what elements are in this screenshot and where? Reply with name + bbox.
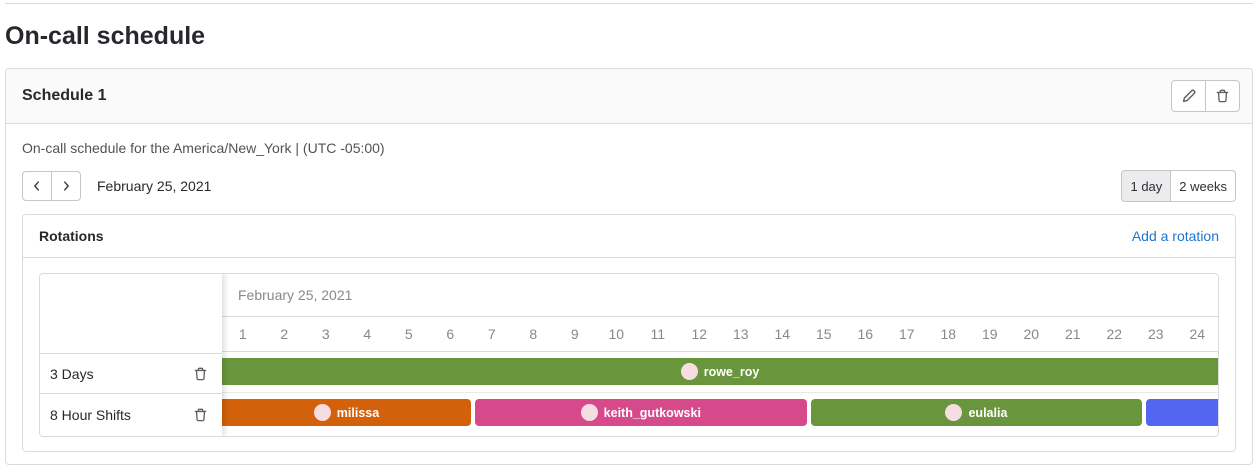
hour-tick-label: 4: [363, 326, 372, 342]
hour-tick-label: 14: [774, 326, 791, 342]
assignee-name: eulalia: [968, 405, 1008, 420]
shift-bar: milissa: [222, 399, 471, 426]
schedule-description: On-call schedule for the America/New_Yor…: [22, 140, 385, 156]
assignee-avatar: [680, 363, 698, 380]
rotation-timeline-row: rowe_roy: [222, 352, 1218, 392]
schedule-card: Schedule 1 On-call schedule for the Amer…: [5, 68, 1253, 465]
rotation-row-label: 8 Hour Shifts: [40, 393, 222, 436]
schedule-title: Schedule 1: [22, 87, 107, 104]
next-day-button[interactable]: [51, 171, 81, 201]
rotation-names-header-cell: [40, 274, 222, 353]
shift-bar: [1146, 399, 1218, 426]
hour-tick-label: 23: [1147, 326, 1164, 342]
date-nav-buttons: [22, 171, 81, 201]
hour-tick-label: 16: [857, 326, 874, 342]
hour-tick-label: 6: [446, 326, 455, 342]
schedule-card-body: On-call schedule for the America/New_Yor…: [6, 124, 1252, 464]
view-toggle: 1 day 2 weeks: [1121, 170, 1236, 202]
schedule-actions: [1171, 80, 1240, 112]
hour-tick-label: 11: [650, 326, 666, 342]
previous-day-button[interactable]: [22, 171, 52, 201]
hour-tick-label: 12: [691, 326, 708, 342]
shift-bar: keith_gutkowski: [474, 399, 807, 426]
hour-tick-label: 19: [981, 326, 998, 342]
rotation-timeline-row: milissa keith_gutkowski eulalia: [222, 392, 1218, 435]
hour-tick-label: 1: [238, 326, 247, 342]
hour-tick-label: 24: [1189, 326, 1206, 342]
assignee-name: milissa: [336, 405, 380, 420]
rotation-names-column: 3 Days 8 Hour Shifts: [40, 274, 222, 436]
timeline-date-label: February 25, 2021: [238, 287, 353, 303]
assignee-name: keith_gutkowski: [603, 405, 701, 420]
delete-schedule-button[interactable]: [1205, 80, 1240, 112]
chevron-right-icon: [59, 179, 73, 193]
edit-schedule-button[interactable]: [1171, 80, 1206, 112]
timeline-column: February 25, 2021 1 2 3 4 5 6 7 8 9 10 11 12 13 14 15 1…: [222, 274, 1218, 436]
rotation-name: 8 Hour Shifts: [50, 407, 131, 423]
rotation-row-label: 3 Days: [40, 353, 222, 393]
rotations-title: Rotations: [39, 228, 104, 244]
rotations-panel: Rotations Add a rotation 3 Days 8 Hour Sh…: [22, 214, 1236, 452]
trash-icon: [193, 366, 208, 382]
assignee-avatar: [313, 404, 331, 421]
trash-icon: [193, 407, 208, 423]
delete-rotation-button[interactable]: [191, 405, 210, 425]
shift-bar: rowe_roy: [222, 358, 1218, 385]
rotations-header: Rotations Add a rotation: [23, 215, 1235, 258]
pencil-icon: [1181, 88, 1197, 104]
hour-tick-label: 18: [940, 326, 957, 342]
view-toggle-1-day[interactable]: 1 day: [1121, 170, 1172, 202]
chevron-left-icon: [30, 179, 44, 193]
delete-rotation-button[interactable]: [191, 364, 210, 384]
date-navigation: February 25, 2021 1 day 2 weeks: [22, 170, 1236, 202]
trash-icon: [1215, 88, 1230, 104]
hour-tick-label: 8: [529, 326, 538, 342]
hour-tick-label: 5: [404, 326, 413, 342]
hour-tick-label: 13: [732, 326, 749, 342]
rotation-name: 3 Days: [50, 365, 94, 382]
page-title: On-call schedule: [5, 22, 206, 50]
hour-tick-label: 17: [898, 326, 915, 342]
hour-tick-label: 2: [280, 326, 289, 342]
hour-tick-label: 22: [1106, 326, 1123, 342]
timeline-date-row: February 25, 2021: [222, 274, 1218, 317]
view-toggle-2-weeks[interactable]: 2 weeks: [1170, 170, 1236, 202]
schedule-card-header: Schedule 1: [6, 69, 1252, 124]
assignee-avatar: [580, 404, 598, 421]
top-divider: [5, 3, 1253, 4]
shift-bar: eulalia: [810, 399, 1143, 426]
add-rotation-link[interactable]: Add a rotation: [1131, 228, 1219, 244]
assignee-name: rowe_roy: [703, 364, 760, 379]
hour-tick-label: 20: [1023, 326, 1040, 342]
current-date-label: February 25, 2021: [97, 178, 212, 194]
hour-tick-label: 15: [815, 326, 832, 342]
hour-tick-label: 9: [570, 326, 579, 342]
hour-tick-label: 10: [608, 326, 625, 342]
assignee-avatar: [945, 404, 963, 421]
hour-tick-label: 7: [487, 326, 496, 342]
timeline-hours-row: 1 2 3 4 5 6 7 8 9 10 11 12 13 14 15 16 17 18 19 20 21 22 23 24: [222, 317, 1218, 352]
hour-tick-label: 3: [321, 326, 330, 342]
hour-tick-label: 21: [1064, 326, 1081, 342]
